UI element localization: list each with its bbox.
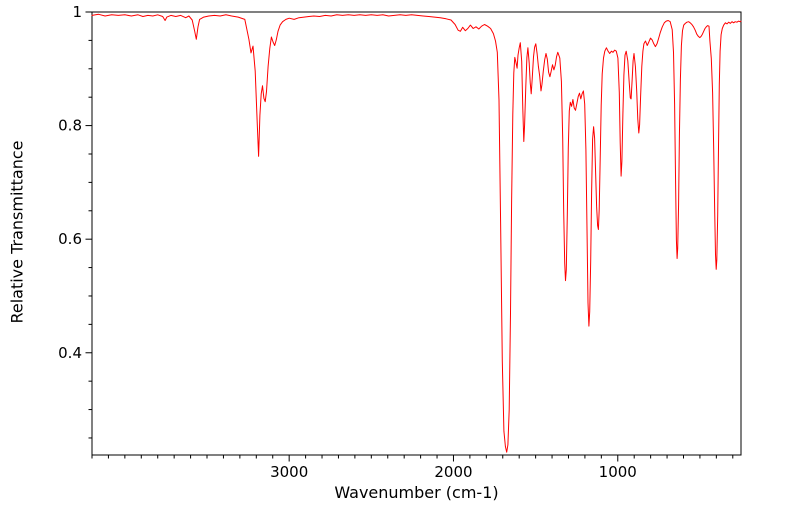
y-tick-label: 1 [72, 3, 82, 21]
y-tick-label: 0.6 [58, 230, 82, 248]
spectrum-line [91, 13, 742, 453]
plot-border [91, 11, 742, 456]
y-axis-label: Relative Transmittance [7, 140, 27, 324]
y-tick-label: 0.4 [58, 344, 82, 362]
x-tick-label: 3000 [270, 463, 308, 481]
x-tick-label: 2000 [434, 463, 472, 481]
y-tick-label: 0.8 [58, 117, 82, 135]
x-tick-label: 1000 [599, 463, 637, 481]
x-axis-label: Wavenumber (cm-1) [334, 483, 499, 502]
